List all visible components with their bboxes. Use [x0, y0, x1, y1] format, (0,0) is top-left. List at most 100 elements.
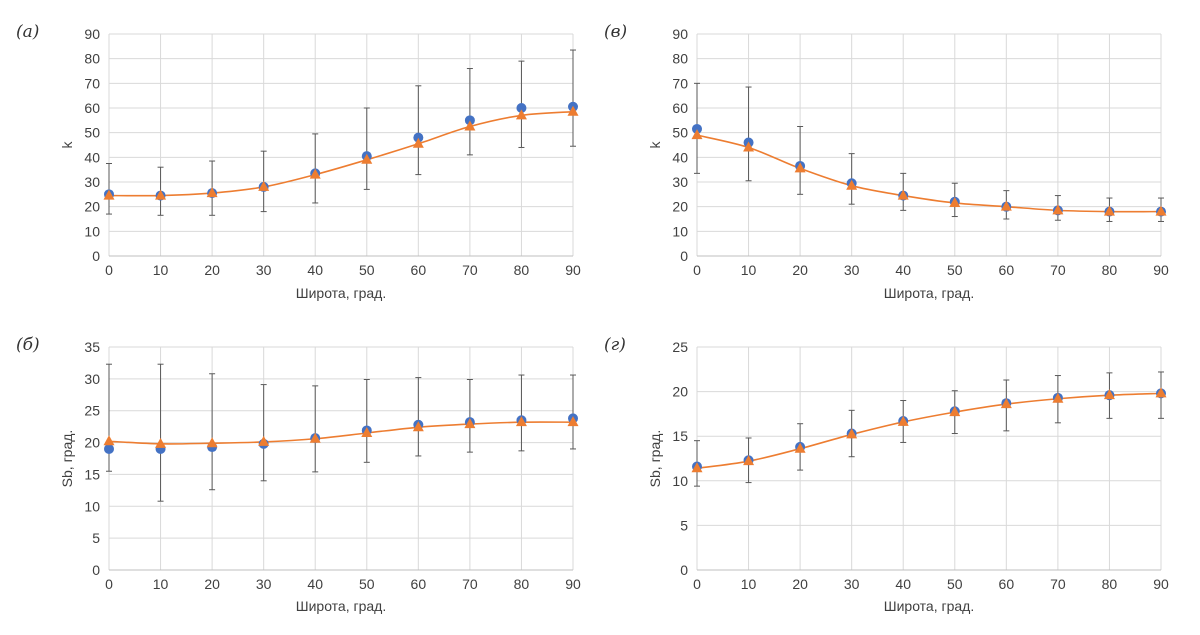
model-point	[155, 189, 167, 200]
y-tick-label: 40	[672, 149, 688, 165]
y-tick-label: 70	[672, 75, 688, 91]
y-tick-label: 40	[84, 149, 100, 165]
y-tick-label: 60	[84, 100, 100, 116]
x-tick-label: 80	[1102, 262, 1118, 278]
model-point	[309, 168, 321, 179]
chart-panel-1: (а) 0 10 20 30 40 50 60 70 80 90 0 10 20 30 40 50 60 70 80 9…	[16, 22, 581, 301]
y-tick-label: 0	[680, 248, 688, 264]
model-point	[1103, 205, 1115, 216]
y-tick-label: 10	[84, 223, 100, 239]
observed-point	[516, 103, 527, 113]
chart-panel-2: (в) 0 10 20 30 40 50 60 70 80 90 0 10 20 30 40 50 60 70 80 9…	[604, 22, 1169, 301]
y-tick-label: 20	[84, 199, 100, 215]
y-tick-label: 30	[672, 174, 688, 190]
x-tick-label: 70	[462, 262, 478, 278]
model-point	[258, 435, 270, 446]
model-point	[464, 418, 476, 429]
chart-panel-4: (г) 0 10 20 30 40 50 60 70 80 90 0 5 10 15 20 25 Широта, …	[604, 335, 1169, 614]
model-point	[1155, 205, 1167, 216]
model-point	[1052, 392, 1064, 403]
x-tick-label: 40	[895, 262, 911, 278]
x-tick-label: 0	[693, 262, 701, 278]
model-point	[206, 187, 218, 198]
x-tick-label: 90	[565, 576, 581, 592]
model-point	[897, 189, 909, 200]
x-tick-label: 40	[895, 576, 911, 592]
x-tick-label: 60	[999, 262, 1015, 278]
model-point	[567, 416, 579, 427]
x-axis-title: Широта, град.	[296, 285, 386, 301]
model-point	[464, 120, 476, 131]
model-series-line	[696, 392, 1162, 470]
y-tick-label: 25	[84, 403, 100, 419]
y-tick-label: 0	[92, 562, 100, 578]
x-axis-title: Широта, град.	[884, 285, 974, 301]
model-point	[1052, 204, 1064, 215]
model-point	[103, 435, 115, 446]
y-tick-label: 35	[84, 339, 100, 355]
y-tick-label: 15	[672, 428, 688, 444]
model-point	[897, 415, 909, 426]
x-tick-label: 50	[947, 262, 963, 278]
y-axis-title: k	[59, 141, 75, 149]
y-axis-title: k	[647, 141, 663, 149]
x-tick-label: 30	[256, 262, 272, 278]
x-tick-label: 80	[514, 576, 530, 592]
y-axis-title: Sb, град.	[59, 430, 75, 488]
y-tick-label: 5	[680, 517, 688, 533]
y-tick-label: 80	[672, 51, 688, 67]
y-tick-label: 20	[84, 435, 100, 451]
y-tick-label: 0	[680, 562, 688, 578]
x-tick-label: 60	[999, 576, 1015, 592]
x-tick-label: 30	[844, 576, 860, 592]
y-tick-label: 90	[84, 26, 100, 42]
model-point	[949, 196, 961, 207]
x-tick-label: 50	[359, 262, 375, 278]
y-tick-label: 15	[84, 466, 100, 482]
model-point	[846, 179, 858, 190]
x-tick-label: 0	[105, 262, 113, 278]
panel-label: (г)	[604, 335, 626, 355]
x-tick-label: 0	[105, 576, 113, 592]
model-point	[361, 427, 373, 438]
model-point	[743, 141, 755, 152]
x-tick-label: 50	[359, 576, 375, 592]
x-tick-label: 90	[1153, 576, 1169, 592]
x-tick-label: 70	[1050, 576, 1066, 592]
model-series-line	[108, 421, 574, 445]
model-point	[1155, 387, 1167, 398]
model-point	[412, 421, 424, 432]
y-tick-label: 70	[84, 75, 100, 91]
model-point	[949, 406, 961, 417]
model-point	[258, 180, 270, 191]
x-tick-label: 50	[947, 576, 963, 592]
x-tick-label: 20	[204, 576, 220, 592]
x-tick-label: 30	[844, 262, 860, 278]
model-point	[567, 105, 579, 116]
y-tick-label: 50	[672, 125, 688, 141]
observed-point	[104, 443, 114, 454]
x-tick-label: 80	[1102, 576, 1118, 592]
model-point	[361, 153, 373, 164]
y-tick-label: 20	[672, 199, 688, 215]
model-point	[1103, 389, 1115, 400]
panel-label: (а)	[16, 22, 39, 42]
x-axis-title: Широта, град.	[884, 598, 974, 614]
x-tick-label: 60	[411, 576, 427, 592]
y-tick-label: 90	[672, 26, 688, 42]
y-tick-label: 50	[84, 125, 100, 141]
y-tick-label: 60	[672, 100, 688, 116]
y-tick-label: 10	[84, 498, 100, 514]
x-tick-label: 10	[741, 262, 757, 278]
y-tick-label: 25	[672, 339, 688, 355]
model-point	[794, 442, 806, 453]
x-tick-label: 70	[1050, 262, 1066, 278]
x-tick-label: 20	[792, 262, 808, 278]
x-tick-label: 0	[693, 576, 701, 592]
y-tick-label: 30	[84, 371, 100, 387]
model-point	[515, 109, 527, 120]
x-axis-title: Широта, град.	[296, 598, 386, 614]
x-tick-label: 80	[514, 262, 530, 278]
model-point	[743, 455, 755, 466]
model-point	[846, 428, 858, 439]
